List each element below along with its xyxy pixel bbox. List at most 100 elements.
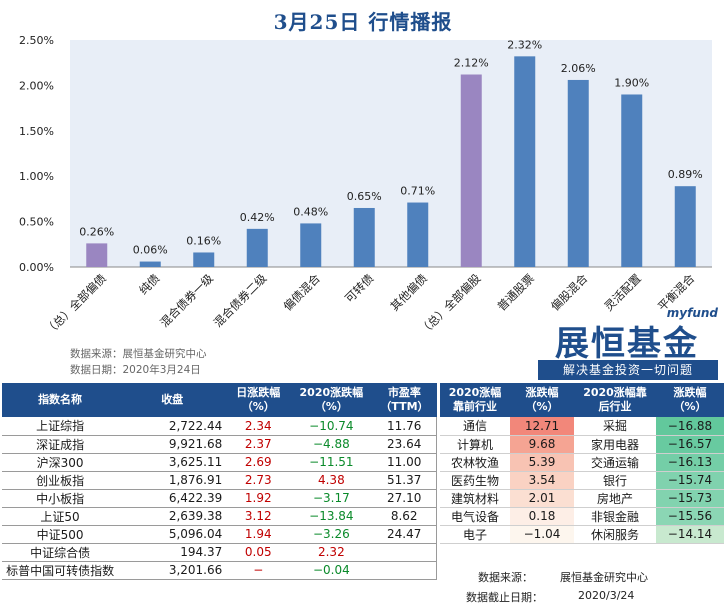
index-name: 中证500 [2, 525, 119, 544]
bar [300, 223, 322, 267]
industry-row: 电子 −1.04 休闲服务 −14.14 [440, 525, 724, 544]
header-top-industry: 2020涨幅靠前行业 [440, 383, 510, 417]
index-name: 深证成指 [2, 435, 119, 454]
bar [674, 186, 696, 267]
bottom-industry-name: 交通运输 [574, 453, 656, 472]
index-pe [372, 543, 438, 562]
index-day-change: 2.69 [226, 453, 291, 472]
industry-row: 农林牧渔 5.39 交通运输 −16.13 [440, 453, 724, 472]
index-pe: 11.76 [372, 417, 438, 436]
bottom-industry-name: 银行 [574, 471, 656, 490]
index-day-change: 2.37 [226, 435, 291, 454]
category-label: 偏债混合 [280, 271, 323, 314]
index-pe [372, 561, 438, 580]
y-tick-label: 1.50% [19, 125, 54, 138]
header-bottom-industry: 2020涨幅靠后行业 [574, 383, 656, 417]
top-industry-change: 9.68 [510, 435, 574, 454]
index-name: 上证50 [2, 507, 119, 526]
index-day-change: 1.92 [226, 489, 291, 508]
data-label: 0.89% [668, 168, 703, 181]
data-label: 0.42% [240, 211, 275, 224]
index-close: 1,876.91 [118, 471, 227, 490]
top-industry-change: 2.01 [510, 489, 574, 508]
y-tick-label: 2.00% [19, 79, 54, 92]
index-pe: 27.10 [372, 489, 438, 508]
bottom-industry-change: −16.13 [656, 453, 724, 472]
index-pe: 11.00 [372, 453, 438, 472]
data-label: 0.16% [186, 234, 221, 247]
bar [86, 243, 108, 267]
index-name: 上证综指 [2, 417, 119, 436]
index-close: 194.37 [118, 543, 227, 562]
index-pe: 24.47 [372, 525, 438, 544]
index-table-header: 指数名称 收盘 日涨跌幅（%） 2020涨跌幅（%） 市盈率（TTM） [2, 383, 437, 417]
index-close: 2,639.38 [118, 507, 227, 526]
top-industry-name: 通信 [440, 417, 510, 436]
header-top-change: 涨跌幅（%） [510, 383, 574, 417]
bottom-industry-name: 家用电器 [574, 435, 656, 454]
index-row: 深证成指 9,921.68 2.37 −4.88 23.64 [2, 435, 438, 454]
index-row: 中证综合债 194.37 0.05 2.32 [2, 543, 438, 562]
category-label: 可转债 [342, 271, 376, 305]
logo-cn: 展恒基金 [555, 324, 699, 364]
index-close: 3,201.66 [118, 561, 227, 580]
top-industry-change: 3.54 [510, 471, 574, 490]
index-ytd-change: −4.88 [290, 435, 373, 454]
index-name: 中小板指 [2, 489, 119, 508]
data-label: 0.65% [347, 190, 382, 203]
industry-row: 通信 12.71 采掘 −16.88 [440, 417, 724, 436]
index-day-change: 2.34 [226, 417, 291, 436]
header-pe: 市盈率（TTM） [372, 383, 437, 417]
bottom-industry-change: −16.57 [656, 435, 724, 454]
header-close: 收盘 [118, 383, 227, 417]
index-day-change: 3.12 [226, 507, 291, 526]
bottom-industry-change: −14.14 [656, 525, 724, 544]
index-name: 创业板指 [2, 471, 119, 490]
top-industry-name: 医药生物 [440, 471, 510, 490]
bar [246, 228, 268, 267]
bar [353, 207, 375, 267]
index-close: 6,422.39 [118, 489, 227, 508]
bar-chart: 0.00% 0.50% 1.00% 1.50% 2.00% 2.50% 0.26% （总）全部… [19, 34, 712, 338]
index-close: 5,096.04 [118, 525, 227, 544]
index-ytd-change: −3.17 [290, 489, 373, 508]
header-index-name: 指数名称 [2, 383, 119, 417]
bar [621, 94, 643, 267]
category-label: 普通股票 [494, 271, 536, 313]
top-industry-change: 5.39 [510, 453, 574, 472]
y-tick-label: 0.00% [19, 261, 54, 274]
index-row: 沪深300 3,625.11 2.69 −11.51 11.00 [2, 453, 438, 472]
data-label: 0.26% [79, 225, 114, 238]
bottom-industry-name: 休闲服务 [574, 525, 656, 544]
index-name: 中证综合债 [2, 543, 119, 562]
data-label: 2.06% [561, 62, 596, 75]
y-tick-label: 2.50% [19, 34, 54, 47]
index-ytd-change: −10.74 [290, 417, 373, 436]
bottom-industry-change: −15.73 [656, 489, 724, 508]
index-row: 标普中国可转债指数 3,201.66− −0.04 [2, 561, 438, 580]
chart-date: 数据日期：2020年3月24日 [70, 364, 201, 376]
top-industry-change: 0.18 [510, 507, 574, 526]
index-row: 上证50 2,639.38 3.12 −13.84 8.62 [2, 507, 438, 526]
index-row: 上证综指 2,722.44 2.34 −10.74 11.76 [2, 417, 438, 436]
bar [514, 56, 536, 268]
bottom-industry-change: −15.56 [656, 507, 724, 526]
page-title: 3月25日 行情播报 [273, 10, 453, 34]
top-industry-change: −1.04 [510, 525, 574, 544]
top-industry-change: 12.71 [510, 417, 574, 436]
table-source-value: 展恒基金研究中心 [560, 571, 648, 584]
data-label: 2.12% [454, 57, 489, 70]
bottom-industry-name: 采掘 [574, 417, 656, 436]
industry-table: 2020涨幅靠前行业 涨跌幅（%） 2020涨幅靠后行业 涨跌幅（%） 通信 12… [440, 383, 724, 544]
data-label: 0.48% [293, 205, 328, 218]
index-close: 9,921.68 [118, 435, 227, 454]
index-close: 2,722.44 [118, 417, 227, 436]
index-row: 创业板指 1,876.91 2.73 4.38 51.37 [2, 471, 438, 490]
index-day-change: 2.73 [226, 471, 291, 490]
bar [407, 202, 429, 267]
bottom-industry-name: 非银金融 [574, 507, 656, 526]
index-name: 标普中国可转债指数 [2, 561, 119, 580]
bottom-industry-name: 房地产 [574, 489, 656, 508]
chart-source: 数据来源：展恒基金研究中心 [70, 348, 207, 360]
index-pe: 23.64 [372, 435, 438, 454]
